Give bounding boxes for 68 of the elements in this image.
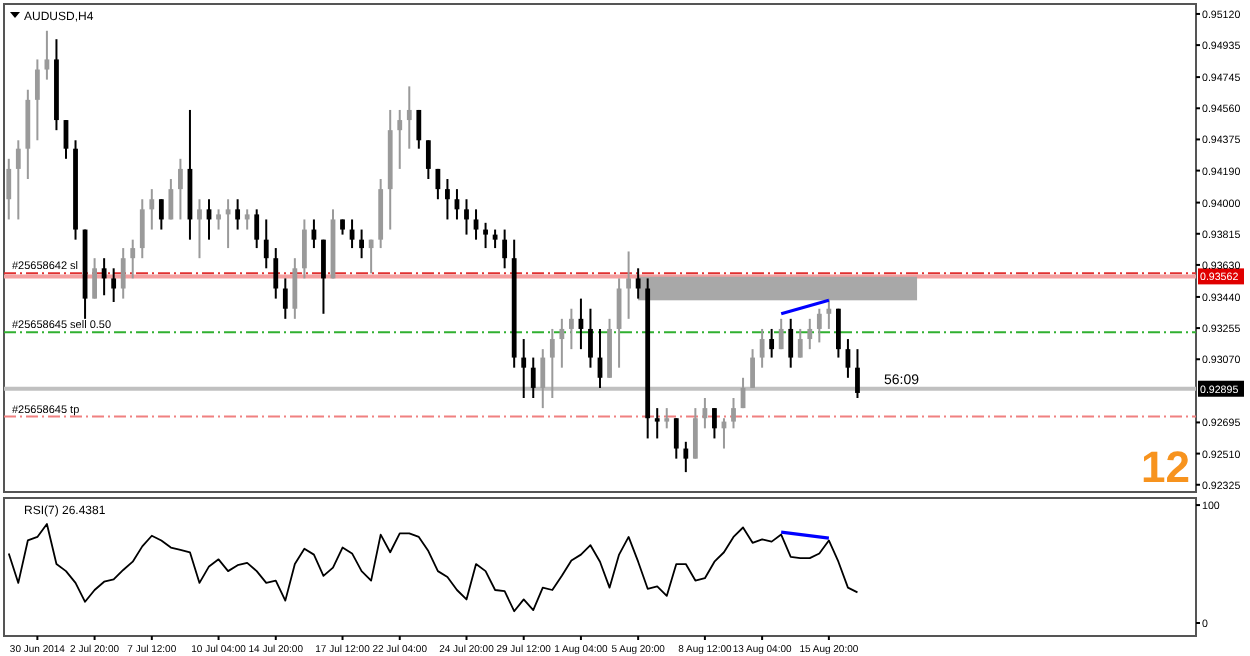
line-series	[7, 523, 859, 613]
candlestick	[788, 317, 794, 369]
candlestick	[101, 257, 107, 297]
candlestick	[483, 221, 488, 250]
candlestick	[683, 440, 689, 474]
candlestick	[158, 198, 164, 231]
annotation: 12	[1141, 442, 1190, 492]
candlestick	[397, 108, 403, 170]
candlestick	[568, 307, 574, 351]
candlestick	[540, 348, 546, 410]
candlestick	[816, 307, 822, 344]
candlestick	[216, 208, 221, 231]
candlestick	[559, 317, 565, 369]
candlestick	[168, 178, 174, 221]
candlestick	[673, 417, 679, 460]
candlestick	[549, 327, 555, 399]
candlestick	[826, 297, 832, 330]
candlestick	[530, 356, 536, 399]
candlestick	[769, 327, 775, 359]
candlestick	[130, 238, 136, 280]
candlestick	[464, 198, 469, 236]
candlestick	[139, 198, 145, 260]
candlestick	[149, 188, 155, 231]
candlestick	[254, 208, 260, 250]
candlestick	[178, 157, 183, 221]
candlestick	[435, 167, 441, 201]
candlestick	[292, 257, 298, 320]
candlestick	[34, 58, 40, 142]
candlestick	[731, 397, 736, 430]
candlestick	[406, 85, 412, 150]
candlestick	[197, 198, 202, 260]
candlestick	[359, 228, 364, 260]
candlestick	[473, 208, 479, 241]
candlestick	[521, 338, 527, 399]
candlestick	[692, 407, 698, 460]
candlestick	[263, 218, 269, 270]
candlestick	[836, 307, 841, 359]
candlestick	[235, 198, 241, 231]
candlestick	[15, 139, 21, 221]
candlestick	[664, 407, 670, 430]
candlestick	[626, 250, 632, 320]
candlestick	[654, 407, 660, 440]
candlestick	[44, 29, 50, 81]
candlestick	[92, 257, 97, 300]
candlestick	[492, 228, 498, 250]
candlestick	[588, 307, 593, 369]
candlestick	[282, 277, 288, 320]
candlestick	[321, 238, 326, 315]
candlestick	[759, 327, 765, 369]
candlestick	[273, 247, 279, 300]
candlestick	[6, 157, 12, 221]
candlestick	[301, 218, 307, 280]
candlestick	[855, 348, 860, 399]
candlestick	[111, 267, 117, 303]
candlestick	[750, 348, 755, 389]
candlestick	[712, 407, 717, 440]
candlestick	[635, 267, 641, 300]
candlestick	[368, 238, 374, 275]
candlestick	[778, 317, 784, 351]
candlestick	[502, 228, 508, 270]
candlestick	[425, 139, 431, 181]
candlestick	[416, 108, 422, 150]
candlestick	[797, 327, 803, 359]
candlestick	[702, 397, 708, 430]
candlestick	[445, 178, 450, 221]
candlestick	[244, 208, 250, 231]
candlestick	[120, 247, 126, 300]
candlestick	[807, 317, 813, 351]
